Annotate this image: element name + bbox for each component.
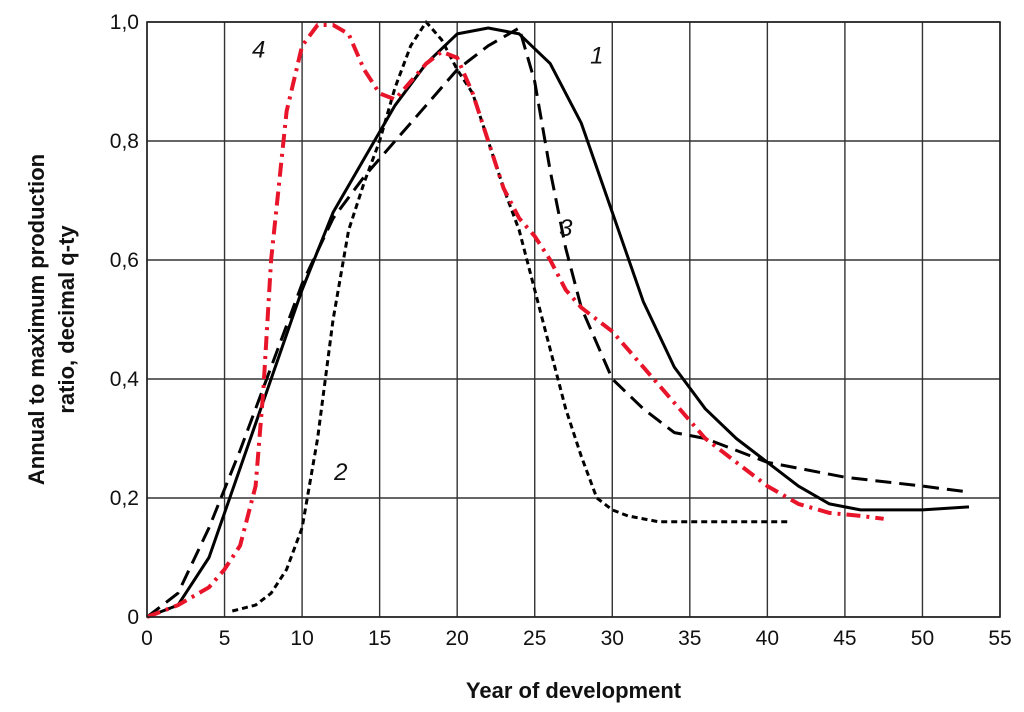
x-tick-label: 5	[219, 627, 231, 650]
y-tick-label: 0	[127, 606, 139, 629]
series-label-layer: 1 2 3 4	[252, 37, 603, 486]
x-axis-title: Year of development	[466, 678, 682, 703]
y-tick-label: 0,2	[110, 487, 139, 510]
y-axis-title-line: Annual to maximum production	[24, 154, 49, 485]
series-label-4: 4	[252, 37, 265, 64]
x-tick-label: 15	[368, 627, 391, 650]
x-tick-label: 35	[678, 627, 701, 650]
x-tick-label: 20	[446, 627, 469, 650]
x-tick-label: 30	[601, 627, 624, 650]
series-label-2: 2	[333, 459, 347, 486]
plot-frame	[146, 21, 1001, 618]
x-tick-label: 45	[833, 627, 856, 650]
y-axis-title-line: ratio, decimal q-ty	[54, 225, 79, 414]
x-tick-label: 55	[988, 627, 1011, 650]
series-line-4	[146, 23, 884, 619]
y-tick-label: 0,8	[110, 130, 139, 153]
x-tick-label: 0	[141, 627, 153, 650]
series-label-1: 1	[590, 43, 603, 70]
x-tick-label: 25	[523, 627, 546, 650]
y-axis-title: Annual to maximum production ratio, decim…	[24, 154, 79, 485]
series-line-1	[146, 26, 970, 619]
y-tick-label: 0,4	[110, 368, 140, 391]
tick-layer: 0 5 10 15 20 25 30 35 40 45 50 55 0 0,2 0,4 0,6 0,8 1,0	[110, 11, 1012, 650]
y-tick-label: 0,6	[110, 249, 139, 272]
x-tick-label: 10	[290, 627, 313, 650]
x-tick-label: 50	[911, 627, 934, 650]
series-line-3	[146, 26, 970, 619]
series-label-3: 3	[559, 215, 573, 242]
y-tick-label: 1,0	[110, 11, 139, 34]
series-layer	[146, 20, 970, 619]
x-tick-label: 40	[756, 627, 779, 650]
